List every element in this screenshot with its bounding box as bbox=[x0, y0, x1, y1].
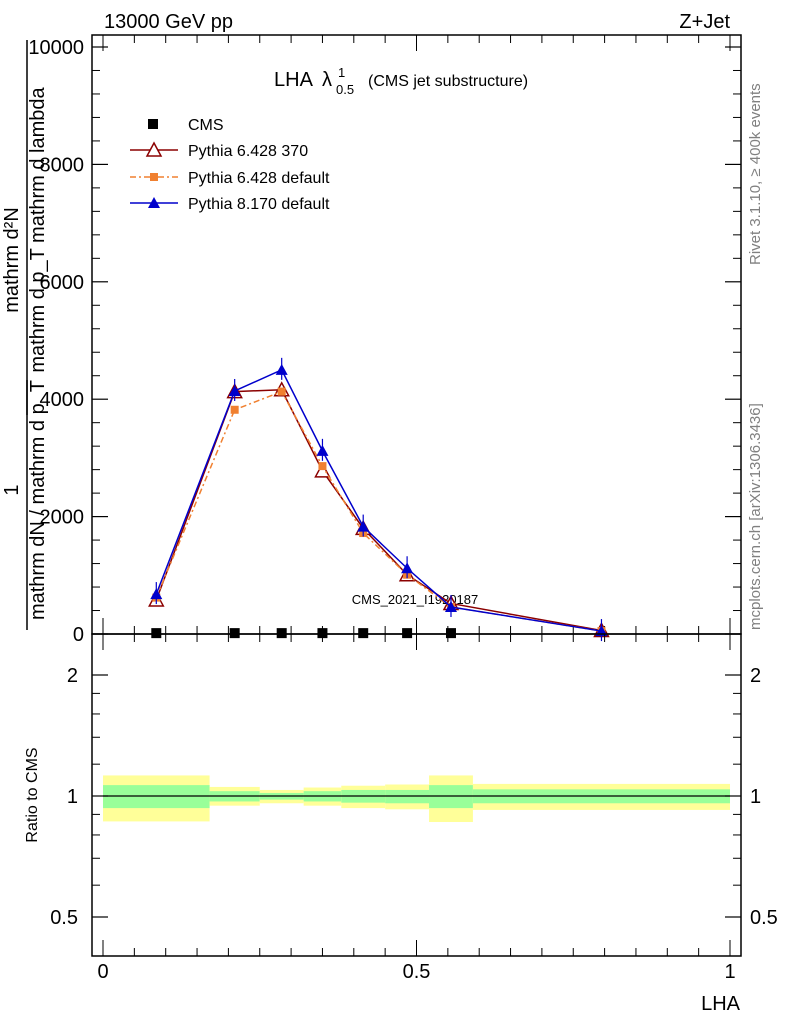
bot-ytick-label-right: 1 bbox=[750, 786, 761, 808]
top-y-ticks: 0 2000 4000 6000 8000 10000 bbox=[28, 37, 741, 646]
series-line-2 bbox=[155, 390, 602, 632]
bot-xtick-label: 0.5 bbox=[403, 961, 431, 983]
p8-default-point bbox=[401, 562, 414, 574]
p8-default-point bbox=[444, 600, 457, 612]
legend: CMS Pythia 6.428 370 Pythia 6.428 defaul… bbox=[130, 117, 330, 213]
top-ytick-label: 0 bbox=[73, 624, 84, 646]
top-ytick-label: 4000 bbox=[40, 389, 85, 411]
cms-point bbox=[402, 628, 413, 639]
p8-default-point bbox=[150, 588, 163, 600]
p6-default-point bbox=[277, 387, 286, 396]
bot-ytick-label: 1 bbox=[67, 786, 78, 808]
legend-p6-default-label: Pythia 6.428 default bbox=[188, 170, 330, 187]
legend-cms-label: CMS bbox=[188, 117, 224, 134]
top-ytick-label: 6000 bbox=[40, 272, 85, 294]
ylabel-top-denominator: mathrm d p_T mathrm d lambda bbox=[27, 86, 49, 372]
cms-point bbox=[151, 628, 162, 639]
bottom-y-ticks: 0.5 0.5 1 1 2 2 bbox=[50, 665, 778, 929]
bot-xtick-label: 1 bbox=[724, 961, 735, 983]
mcplots-label: mcplots.cern.ch [arXiv:1306.3436] bbox=[747, 403, 764, 630]
legend-p6-370-label: Pythia 6.428 370 bbox=[188, 143, 308, 160]
ylabel-left-numerator: 1 bbox=[1, 484, 23, 495]
title-text: LHA bbox=[274, 69, 314, 91]
bot-xtick-label: 0 bbox=[97, 961, 108, 983]
title-sup: 1 bbox=[338, 65, 345, 80]
bot-ytick-label-right: 0.5 bbox=[750, 907, 778, 929]
title-suffix: (CMS jet substructure) bbox=[368, 73, 528, 90]
legend-p8-default-label: Pythia 8.170 default bbox=[188, 196, 330, 213]
top-ytick-label: 2000 bbox=[40, 507, 85, 529]
p8-default-point bbox=[316, 444, 329, 456]
cms-point bbox=[276, 628, 287, 639]
rivet-label: Rivet 3.1.10, ≥ 400k events bbox=[747, 83, 764, 265]
cms-point bbox=[229, 628, 240, 639]
legend-p8-default-marker bbox=[148, 197, 160, 208]
bottom-x-ticks: 0 0.5 1 bbox=[97, 634, 736, 983]
ratio-band-inner bbox=[429, 785, 473, 809]
bot-ytick-label: 2 bbox=[67, 665, 78, 687]
header-right: Z+Jet bbox=[679, 11, 730, 33]
top-ytick-label: 10000 bbox=[28, 37, 84, 59]
top-series bbox=[148, 357, 610, 642]
plot-title: LHA λ 1 0.5 (CMS jet substructure) bbox=[274, 65, 528, 97]
p8-default-point bbox=[228, 384, 241, 396]
series-line-3 bbox=[155, 368, 602, 632]
cms-point bbox=[358, 628, 369, 639]
p8-default-point bbox=[275, 363, 288, 375]
top-x-ticks bbox=[102, 35, 731, 634]
ratio-bands bbox=[103, 775, 730, 823]
title-symbol: λ bbox=[322, 69, 332, 91]
ratio-ylabel: Ratio to CMS bbox=[24, 747, 41, 842]
legend-cms-marker bbox=[148, 119, 158, 129]
p8-default-point bbox=[357, 520, 370, 532]
cms-point bbox=[317, 628, 328, 639]
bot-ytick-label-right: 2 bbox=[750, 665, 761, 687]
header-left: 13000 GeV pp bbox=[104, 11, 233, 33]
bot-ytick-label: 0.5 bbox=[50, 907, 78, 929]
x-axis-label: LHA bbox=[701, 993, 741, 1015]
top-ylabel: mathrm d²N mathrm d p_T mathrm d lambda … bbox=[1, 40, 49, 630]
p6-default-point bbox=[230, 405, 239, 414]
ratio-band-inner bbox=[103, 785, 210, 809]
p6-default-point bbox=[318, 462, 327, 471]
cms-point bbox=[445, 628, 456, 639]
p6-370-point bbox=[314, 462, 331, 478]
ylabel-top-numerator: mathrm d²N bbox=[1, 207, 23, 313]
top-ytick-label: 8000 bbox=[40, 154, 85, 176]
legend-p6-370-marker bbox=[145, 141, 163, 157]
ylabel-left-denominator: mathrm dN / mathrm d p_T bbox=[27, 380, 49, 620]
ratio-band-inner bbox=[385, 789, 430, 804]
title-sub: 0.5 bbox=[336, 82, 354, 97]
legend-p6-default-marker bbox=[150, 173, 158, 181]
